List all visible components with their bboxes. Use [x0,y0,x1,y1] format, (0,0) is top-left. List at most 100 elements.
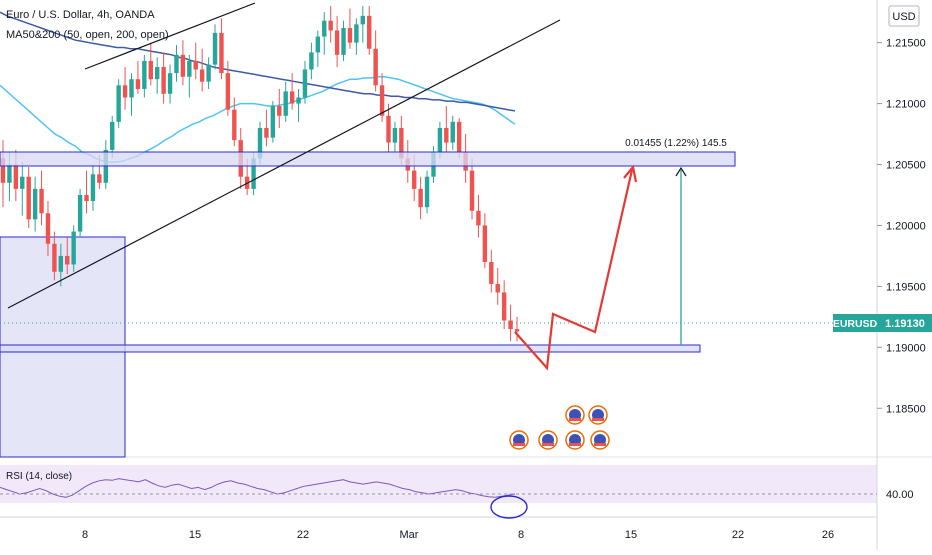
candle [386,103,391,153]
last-price-tag [878,314,932,332]
candle [26,166,31,228]
candle [142,54,147,98]
candle [77,188,83,238]
candle [161,52,166,104]
event-icons[interactable] [509,405,610,450]
candle [309,42,314,80]
symbol-tag [833,314,878,332]
candle [302,60,308,104]
candle [489,249,494,293]
candle [373,30,378,92]
candle [296,88,301,122]
symbol-title[interactable]: Euro / U.S. Dollar, 4h, OANDA [6,9,155,21]
projection-path[interactable] [514,169,634,371]
candle [322,12,327,55]
candle [219,18,224,80]
currency-box[interactable] [888,5,920,27]
candle [199,48,205,92]
time-axis[interactable]: 8 15 22 Mar 8 15 22 26 [82,529,834,541]
price-tick-label: 1.21500 [886,38,926,50]
candles-layer [0,6,520,342]
candle [469,158,475,220]
candle [328,6,333,43]
calendar-event-icon[interactable] [590,430,610,450]
calendar-event-icon[interactable] [509,430,529,450]
candle [180,40,186,86]
candle [71,225,76,272]
measure-tool[interactable]: 0.01455 (1.22%) 145.5 [625,138,727,345]
price-tick-label: 1.19500 [886,281,926,293]
price-scale[interactable]: 1.21500 1.21000 1.20500 1.20000 1.19500 1.190… [877,38,926,416]
calendar-event-icon[interactable] [588,405,608,425]
time-tick-label: 15 [189,529,201,541]
candle [206,57,211,89]
candle [476,194,481,238]
time-tick-label: 22 [732,529,744,541]
candle [167,64,173,104]
candle [334,15,340,68]
time-tick-label: 22 [297,529,309,541]
resistance-zone[interactable] [0,151,736,167]
time-tick-label: 26 [822,529,834,541]
candle [283,81,288,122]
candle [367,6,372,55]
candle [514,316,520,342]
upper-trendline[interactable] [84,2,256,70]
time-tick-label: Mar [400,529,419,541]
candle [450,115,455,150]
candle [379,73,385,122]
candle [84,170,89,214]
price-tick-label: 1.18500 [886,403,926,415]
candle [270,101,276,143]
candle [482,213,488,269]
candle [424,170,430,214]
candle [193,42,198,80]
candle [354,18,359,55]
candle [122,67,128,110]
calendar-event-icon[interactable] [565,405,585,425]
support-zone[interactable] [0,344,701,353]
candle [341,20,346,61]
candle [444,106,449,153]
candle [212,24,218,70]
price-tick-label: 1.19000 [886,342,926,354]
time-tick-label: 8 [82,529,88,541]
candle [360,6,365,43]
time-tick-label: 8 [518,529,524,541]
calendar-event-icon[interactable] [565,430,585,450]
candle [277,88,282,128]
candle [289,73,295,110]
lower-trendline[interactable] [7,19,561,309]
candle [20,162,25,216]
candle [418,176,423,220]
indicator-title[interactable]: MA50&200 (50, open, 200, open) [6,29,169,41]
candle [392,121,398,153]
symbol-tag-label: EURUSD [833,318,878,330]
candle [148,42,153,86]
candle [264,109,269,147]
projection-arrowhead [623,164,638,183]
candle [232,97,237,147]
currency-label: USD [892,11,915,23]
candle [155,57,160,94]
candle [52,231,57,281]
candle [0,140,6,208]
candle [129,73,134,116]
candle [116,79,121,128]
candle [347,8,353,49]
candle [495,268,500,305]
rsi-highlight-ellipse[interactable] [490,495,528,519]
candle [174,45,179,82]
price-tick-label: 1.20500 [886,160,926,172]
candle [39,170,44,226]
rsi-line [0,478,516,498]
last-price-label: 1.19130 [885,318,925,330]
candle [508,304,513,342]
candle [110,115,115,159]
rsi-title: RSI (14, close) [6,471,72,482]
measure-label: 0.01455 (1.22%) 145.5 [625,138,727,149]
rsi-level-label: 40.00 [886,489,914,501]
calendar-event-icon[interactable] [538,430,558,450]
